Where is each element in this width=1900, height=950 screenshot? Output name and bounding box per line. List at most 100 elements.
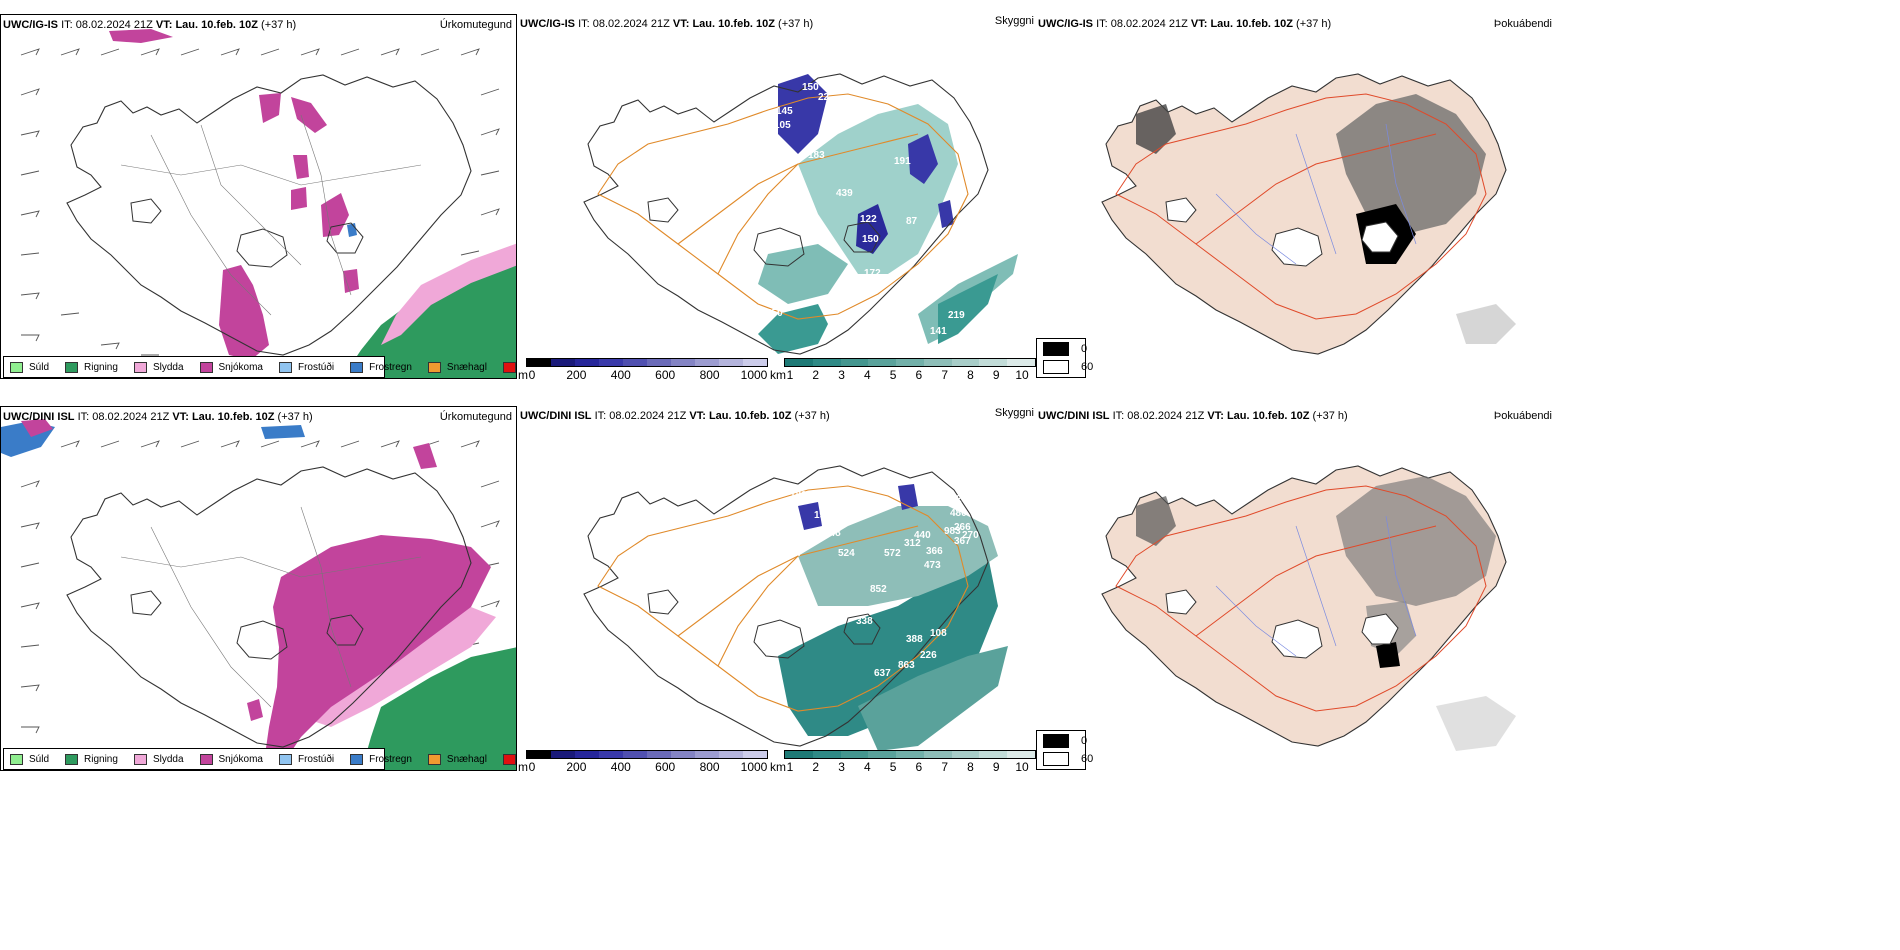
colorbar-cell	[979, 359, 1008, 366]
header-bottom-vis: UWC/DINI ISL IT: 08.02.2024 21Z VT: Lau.…	[520, 410, 830, 422]
colorbar-cell	[923, 751, 952, 758]
visibility-value-label: 108	[930, 628, 947, 639]
cloud-legend-swatch	[1043, 752, 1069, 766]
legend-item: Frostúði	[278, 753, 334, 765]
colorbar-tick-label: 2	[812, 368, 820, 379]
colorbar-tick-label: 800	[699, 368, 720, 379]
legend-item: Snjókoma	[199, 753, 263, 765]
colorbar-tick-label: 10	[1015, 368, 1029, 379]
colorbar-cell	[785, 359, 813, 366]
legend-label: Súld	[29, 361, 50, 373]
visibility-value-label: 473	[924, 560, 941, 571]
colorbar-cell	[695, 751, 719, 758]
visibility-value-label: 180	[790, 490, 807, 501]
legend-swatch	[502, 361, 516, 373]
colorbar-cells	[526, 358, 768, 367]
visibility-map-top: 1502214510518343920512215019187172450624…	[583, 73, 1018, 355]
visibility-value-label: 319	[832, 514, 849, 525]
legend-swatch	[10, 753, 23, 765]
colorbar-tick-label: 400	[610, 368, 631, 379]
sleet-area	[301, 607, 496, 727]
legend-swatch	[350, 361, 364, 373]
visibility-value-label: 124	[784, 548, 801, 559]
legend-item: Frostregn	[350, 361, 412, 373]
cloud-legend-row: 0	[1043, 734, 1087, 748]
colorbar-cell	[527, 751, 551, 758]
panel-title-fog-top: Þokuábendi	[1493, 18, 1552, 30]
visibility-value-label: 226	[920, 650, 937, 661]
colorbar-cells	[784, 358, 1036, 367]
colorbar-cell	[868, 751, 897, 758]
legend-item: Slydda	[133, 753, 184, 765]
colorbar-cell	[647, 751, 671, 758]
header-top-vis: UWC/IG-IS IT: 08.02.2024 21Z VT: Lau. 10…	[520, 18, 814, 30]
header-bottom-fog: UWC/DINI ISL IT: 08.02.2024 21Z VT: Lau.…	[1038, 410, 1348, 422]
visibility-value-label: 191	[894, 156, 911, 167]
colorbar-cell	[1007, 359, 1036, 366]
fog-panel-top: UWC/IG-IS IT: 08.02.2024 21Z VT: Lau. 10…	[1036, 14, 1556, 379]
legend-swatch	[502, 753, 516, 765]
colorbar-cell	[812, 359, 841, 366]
vis-m-colorbar-bottom: m 0 200 400 600 800 1000	[518, 750, 768, 771]
visibility-value-label: 948	[824, 528, 841, 539]
roads	[597, 93, 969, 320]
legend-label: Snæhagl	[446, 753, 487, 765]
colorbar-cell	[743, 359, 767, 366]
colorbar-cell	[575, 751, 599, 758]
visibility-value-label: 338	[856, 500, 873, 511]
cloud-legend-row: 60	[1043, 360, 1093, 374]
legend-item: Súld	[10, 753, 49, 765]
colorbar-cell	[671, 751, 695, 758]
visibility-value-label: 524	[838, 548, 855, 559]
visibility-panel-top: 150 22 145 105 183 439 205 122 150 191 87 172 450 624…	[518, 14, 1036, 379]
header-bottom-precip: UWC/DINI ISL IT: 08.02.2024 21Z VT: Lau.…	[3, 411, 313, 423]
legend-swatch	[65, 361, 79, 373]
visibility-value-label: 22	[818, 92, 830, 103]
precip-legend-bottom: Súld Rigning Slydda Snjókoma Frostúði Frostre…	[3, 748, 516, 770]
precip-type-panel-bottom: UWC/DINI ISL IT: 08.02.2024 21Z VT: Lau.…	[0, 406, 517, 771]
colorbar-tick-label: 200	[566, 368, 587, 379]
colorbar-cell	[1007, 751, 1036, 758]
colorbar-tick-label: 7	[941, 368, 948, 379]
legend-swatch	[65, 753, 79, 765]
panel-title-precip-top: Úrkomutegund	[439, 19, 512, 31]
colorbar-cell	[599, 359, 623, 366]
header-top-fog: UWC/IG-IS IT: 08.02.2024 21Z VT: Lau. 10…	[1038, 18, 1332, 30]
legend-item: Rigning	[65, 753, 118, 765]
visibility-value-label: 440	[914, 530, 931, 541]
colorbar-tick-label: 3	[838, 368, 845, 379]
visibility-value-label: 450	[766, 308, 783, 319]
visibility-value-label: 105	[774, 120, 791, 131]
legend-label: Frostregn	[369, 753, 412, 765]
cloud-legend-bottom: 0 60	[1036, 730, 1093, 770]
visibility-value-label: 269	[956, 494, 973, 505]
cloud-legend-label: 60	[1081, 361, 1094, 373]
colorbar-tick-label: 9	[992, 760, 1000, 771]
legend-label: Snjókoma	[218, 753, 263, 765]
colorbar-tick-label: 2	[812, 760, 820, 771]
colorbar-cell	[785, 751, 813, 758]
precip-map-top	[20, 29, 516, 378]
freezing-rain-n	[261, 425, 305, 439]
legend-label: Frostúði	[297, 361, 335, 373]
colorbar-tick-label: 1000	[740, 760, 768, 771]
visibility-value-label: 141	[930, 326, 947, 337]
legend-item: Rigning	[65, 361, 118, 373]
legend-label: Slydda	[152, 753, 184, 765]
panel-title-vis-top: Skyggni	[994, 15, 1034, 27]
legend-label: Snjókoma	[218, 361, 263, 373]
colorbar-cell	[951, 751, 980, 758]
sleet-area	[381, 243, 516, 345]
colorbar-cells	[784, 750, 1036, 759]
legend-label: Frostregn	[369, 361, 412, 373]
wind-barbs	[20, 48, 500, 361]
colorbar-tick-label: 600	[655, 760, 676, 771]
visibility-value-label: 270	[962, 530, 979, 541]
colorbar-cell	[695, 359, 719, 366]
colorbar-cell	[743, 751, 767, 758]
visibility-value-label: 192	[814, 510, 831, 521]
colorbar-tick-label: 10	[1015, 760, 1029, 771]
snow-area-small	[247, 699, 263, 721]
vis-m-colorbar-top: m 0 200 400 600 800 1000	[518, 358, 768, 379]
